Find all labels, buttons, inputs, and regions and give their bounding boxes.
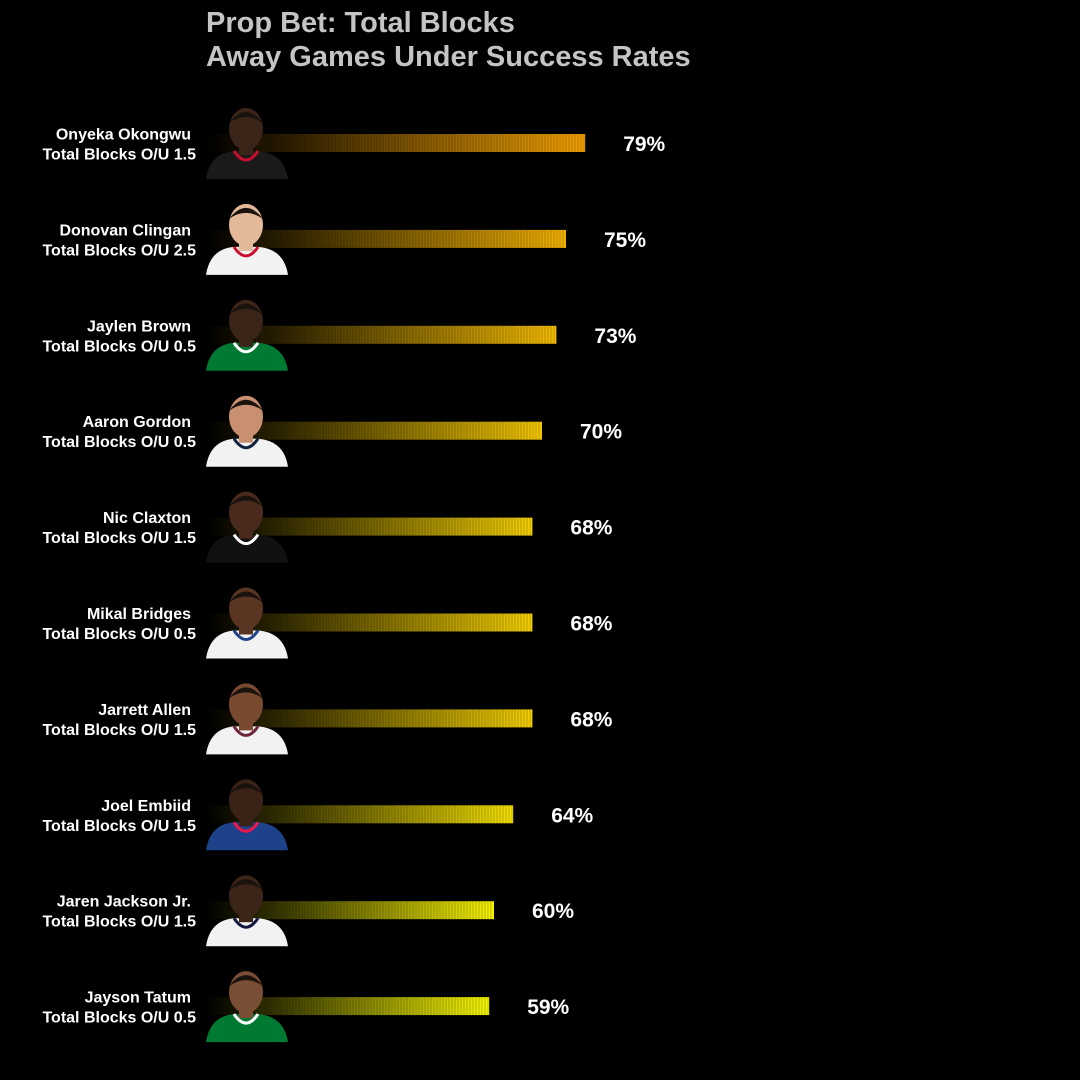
player-headshot-icon: [206, 779, 288, 851]
player-headshot-icon: [206, 971, 288, 1043]
bar-row: Onyeka Okongwu Total Blocks O/U 1.5 79%: [42, 108, 666, 179]
bar-row: Aaron Gordon Total Blocks O/U 0.5 70%: [42, 395, 622, 467]
bar-stripes: [265, 901, 492, 920]
bar: [206, 901, 494, 920]
prop-line-label: Total Blocks O/U 0.5: [42, 626, 196, 643]
player-name-label: Jaren Jackson Jr.: [57, 894, 191, 911]
bar-stripes: [265, 134, 585, 152]
percentage-label: 68%: [570, 613, 612, 636]
player-headshot-icon: [206, 875, 288, 947]
percentage-label: 60%: [532, 900, 574, 923]
bar-stripes: [265, 997, 489, 1016]
bar-row: Jayson Tatum Total Blocks O/U 0.5 59%: [42, 971, 570, 1043]
percentage-label: 73%: [594, 325, 636, 348]
bar-stripes: [265, 613, 531, 632]
bar: [206, 517, 533, 536]
bar-row: Donovan Clingan Total Blocks O/U 2.5 75%: [42, 203, 646, 275]
player-headshot-icon: [206, 203, 288, 275]
percentage-label: 75%: [604, 229, 646, 252]
player-name-label: Nic Claxton: [103, 510, 191, 527]
prop-line-label: Total Blocks O/U 1.5: [42, 722, 196, 739]
bar: [206, 997, 490, 1016]
bar: [206, 134, 586, 152]
prop-line-label: Total Blocks O/U 0.5: [42, 338, 196, 355]
percentage-label: 68%: [570, 517, 612, 540]
chart-title-line-1: Prop Bet: Total Blocks: [206, 7, 515, 39]
bar-row: Joel Embiid Total Blocks O/U 1.5 64%: [42, 779, 594, 851]
bar-stripes: [265, 421, 540, 440]
player-name-label: Joel Embiid: [101, 798, 191, 815]
bar-stripes: [265, 229, 564, 248]
prop-line-label: Total Blocks O/U 1.5: [42, 530, 196, 547]
bar: [206, 325, 557, 344]
bar-stripes: [265, 517, 531, 536]
chart-title-line-2: Away Games Under Success Rates: [206, 41, 691, 73]
player-headshot-icon: [206, 587, 288, 659]
player-name-label: Donovan Clingan: [59, 222, 191, 239]
player-headshot-icon: [206, 683, 288, 755]
chart-title: Prop Bet: Total Blocks Away Games Under …: [206, 6, 691, 74]
player-headshot-icon: [206, 395, 288, 467]
bar: [206, 229, 566, 248]
percentage-label: 64%: [551, 804, 593, 827]
bar-stripes: [265, 325, 555, 344]
bar-stripes: [265, 709, 531, 728]
prop-line-label: Total Blocks O/U 0.5: [42, 434, 196, 451]
bar: [206, 421, 542, 440]
bar: [206, 613, 533, 632]
player-headshot-icon: [206, 299, 288, 371]
percentage-label: 70%: [580, 421, 622, 444]
player-headshot-icon: [206, 108, 288, 179]
percentage-label: 79%: [623, 133, 665, 156]
player-name-label: Jarrett Allen: [98, 702, 191, 719]
prop-line-label: Total Blocks O/U 0.5: [42, 1010, 196, 1027]
bar-row: Mikal Bridges Total Blocks O/U 0.5 68%: [42, 587, 613, 659]
percentage-label: 59%: [527, 996, 569, 1019]
prop-line-label: Total Blocks O/U 1.5: [42, 147, 196, 164]
player-name-label: Aaron Gordon: [83, 414, 191, 431]
bar: [206, 709, 533, 728]
bar-row: Jaren Jackson Jr. Total Blocks O/U 1.5 60%: [42, 875, 574, 947]
bar-row: Jaylen Brown Total Blocks O/U 0.5 73%: [42, 299, 637, 371]
player-headshot-icon: [206, 491, 288, 563]
bar-stripes: [265, 805, 513, 824]
prop-line-label: Total Blocks O/U 2.5: [42, 242, 196, 259]
player-name-label: Jaylen Brown: [87, 318, 191, 335]
bar-row: Jarrett Allen Total Blocks O/U 1.5 68%: [42, 683, 613, 755]
bar: [206, 805, 514, 824]
player-name-label: Jayson Tatum: [85, 990, 191, 1007]
percentage-label: 68%: [570, 708, 612, 731]
player-name-label: Mikal Bridges: [87, 606, 191, 623]
prop-line-label: Total Blocks O/U 1.5: [42, 818, 196, 835]
prop-line-label: Total Blocks O/U 1.5: [42, 914, 196, 931]
player-name-label: Onyeka Okongwu: [56, 127, 191, 144]
bar-row: Nic Claxton Total Blocks O/U 1.5 68%: [42, 491, 613, 563]
